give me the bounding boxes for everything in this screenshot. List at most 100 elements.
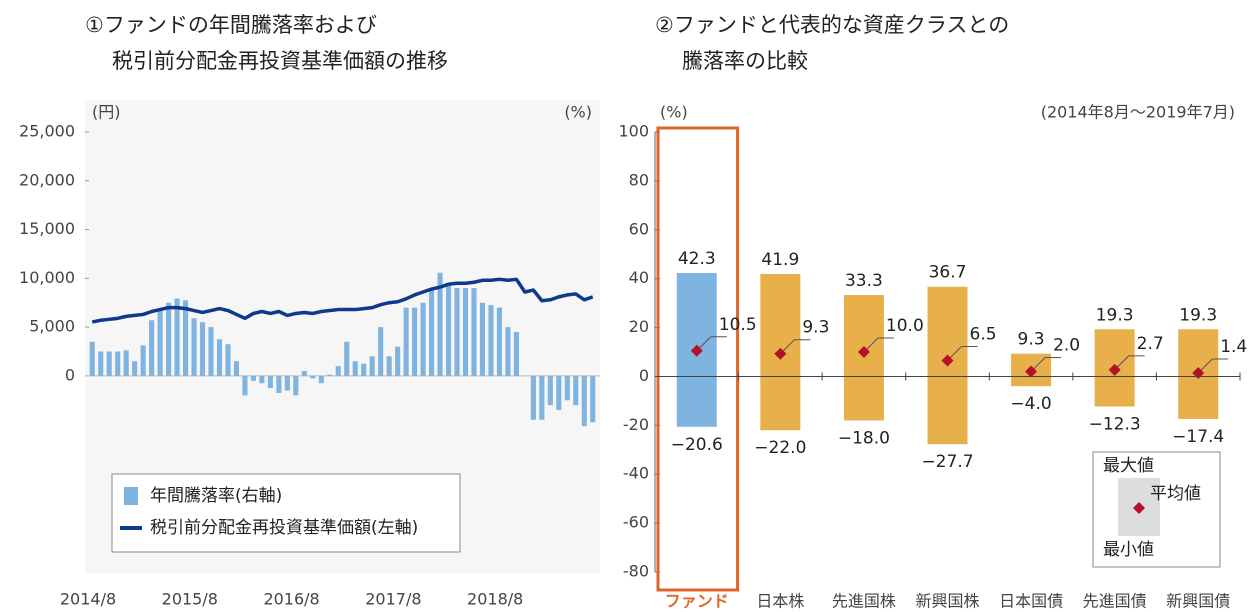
leader-line: [1030, 357, 1062, 372]
x-tick-label: 2018/8: [467, 590, 523, 609]
bar: [352, 361, 358, 376]
bar: [573, 375, 579, 406]
chart-title: 税引前分配金再投資基準価額の推移: [112, 49, 448, 73]
bar: [369, 356, 375, 376]
value-label: 2.0: [1053, 336, 1080, 356]
bar: [106, 351, 112, 376]
bar: [556, 375, 562, 411]
bar: [115, 351, 121, 376]
value-label: 41.9: [761, 250, 799, 270]
x-tick-label: ファンド: [665, 592, 729, 611]
legend-label: 年間騰落率(右軸): [150, 486, 282, 506]
bar: [496, 307, 502, 376]
line: [91, 277, 594, 324]
bar: [581, 375, 587, 427]
y-tick-label: 20,000: [19, 170, 75, 189]
y-tick-label: 5,000: [29, 317, 75, 336]
bar: [225, 344, 231, 376]
bar: [310, 375, 316, 379]
leader-line: [1197, 358, 1229, 374]
bar: [395, 346, 401, 376]
mean-marker: [941, 354, 954, 367]
value-label: 19.3: [1096, 305, 1134, 325]
value-label: −12.3: [1089, 415, 1141, 435]
y-tick-label: 20: [629, 317, 649, 336]
x-tick-label: 新興国債: [1166, 592, 1230, 611]
bar: [293, 375, 299, 396]
bar: [530, 375, 536, 420]
bar: [157, 310, 163, 376]
x-tick-label: 先進国株: [832, 592, 896, 611]
y-tick-label: 10,000: [19, 268, 75, 287]
value-label: 1.4: [1220, 337, 1247, 357]
bar: [454, 288, 460, 376]
bar: [445, 283, 452, 376]
legend-label: 最大値: [1103, 456, 1154, 476]
legend-marker: [1133, 502, 1145, 514]
leader-line: [947, 346, 978, 361]
bar: [488, 305, 494, 376]
bar: [386, 356, 392, 376]
mean-marker: [690, 344, 703, 357]
bar: [208, 327, 214, 376]
mean-marker: [774, 347, 787, 360]
value-label: 2.7: [1137, 334, 1164, 354]
chart-title: 騰落率の比較: [682, 49, 808, 73]
y-tick-label: -20: [623, 415, 649, 434]
y-tick-label: 25,000: [19, 122, 75, 141]
value-label: −22.0: [754, 438, 806, 458]
bar: [191, 318, 197, 376]
x-tick-label: 2015/8: [162, 590, 218, 609]
bar: [327, 374, 333, 376]
value-label: 9.3: [1018, 330, 1045, 350]
bar: [412, 307, 418, 376]
leader-line: [696, 336, 727, 352]
bar: [344, 341, 350, 376]
y-tick-label: 0: [65, 365, 75, 384]
y-tick-label: -60: [623, 513, 649, 532]
bar: [199, 322, 206, 376]
y-tick-label: -80: [623, 562, 649, 581]
x-tick-label: 2014/8: [60, 590, 116, 609]
legend-label: 平均値: [1150, 484, 1201, 504]
bar: [98, 351, 104, 376]
value-label: 10.0: [886, 316, 924, 336]
bar: [233, 361, 240, 376]
note: (2014年8月～2019年7月): [1041, 103, 1235, 122]
bar: [132, 361, 138, 376]
legend-label: 税引前分配金再投資基準価額(左軸): [150, 518, 418, 538]
axis-unit: (円): [92, 103, 121, 122]
leader-line: [1114, 355, 1145, 371]
mean-marker: [857, 346, 870, 358]
highlight-frame: [656, 126, 740, 592]
bar: [149, 320, 155, 376]
legend: [111, 473, 461, 553]
axis-unit: (%): [660, 103, 688, 122]
leader-line: [780, 339, 811, 355]
value-label: 10.5: [719, 315, 757, 335]
bar: [505, 327, 511, 376]
bar: [174, 298, 180, 376]
bar: [259, 375, 265, 384]
bar: [378, 327, 384, 376]
value-label: −27.7: [921, 452, 973, 472]
value-label: −20.6: [671, 435, 723, 455]
x-tick-label: 日本株: [756, 592, 804, 611]
bar: [437, 272, 443, 376]
bar: [471, 288, 477, 376]
bar: [361, 363, 367, 376]
bar: [301, 371, 307, 376]
leader-line: [863, 337, 894, 353]
x-tick-label: 新興国株: [915, 592, 979, 611]
bar: [420, 302, 426, 376]
x-tick-label: 先進国債: [1083, 592, 1147, 611]
x-tick-label: 日本国債: [999, 592, 1063, 611]
bar: [166, 302, 172, 376]
bar: [216, 339, 223, 376]
mean-marker: [1108, 363, 1121, 376]
x-tick-label: 2017/8: [365, 590, 421, 609]
chart-title: ①ファンドの年間騰落率および: [85, 13, 377, 37]
bar: [547, 375, 553, 406]
bar: [479, 302, 486, 376]
